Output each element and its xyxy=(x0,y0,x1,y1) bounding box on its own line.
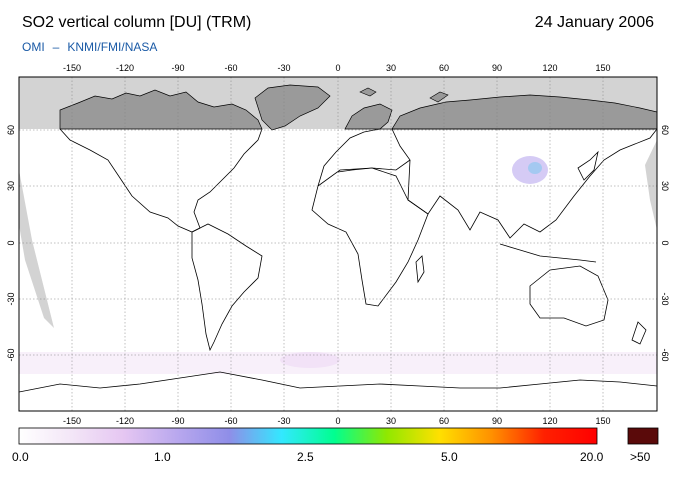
map-frame xyxy=(18,76,658,412)
australia xyxy=(529,265,609,327)
map-subtitle: OMI – KNMI/FMI/NASA xyxy=(22,40,157,54)
swath-gap-west xyxy=(19,170,54,328)
subtitle-separator: – xyxy=(52,40,60,54)
lon-tick-top: 60 xyxy=(439,63,449,73)
lon-ticks-bottom: -150 -120 -90 -60 -30 0 30 60 90 120 150 xyxy=(63,416,611,426)
lon-tick-top: 150 xyxy=(595,63,610,73)
lat-tick-right: 60 xyxy=(660,125,670,135)
svalbard xyxy=(359,87,377,97)
map-date: 24 January 2006 xyxy=(534,14,654,31)
greenland xyxy=(254,84,331,131)
lon-tick-bottom: -60 xyxy=(224,416,237,426)
madagascar xyxy=(415,255,425,284)
swath-gap-east xyxy=(645,140,657,230)
colorbar-label: 1.0 xyxy=(154,450,171,464)
lon-ticks-top: -150 -120 -90 -60 -30 0 30 60 90 120 150 xyxy=(63,63,611,73)
lon-tick-top: 0 xyxy=(335,63,340,73)
lon-tick-bottom: 30 xyxy=(386,416,396,426)
lon-tick-bottom: 120 xyxy=(542,416,557,426)
lon-tick-bottom: -150 xyxy=(63,416,81,426)
lat-ticks-left: 60 30 0 -30 -60 xyxy=(6,125,16,362)
colorbar-label: 5.0 xyxy=(441,450,458,464)
south-america xyxy=(191,223,263,352)
lon-tick-top: -30 xyxy=(277,63,290,73)
lon-tick-top: 30 xyxy=(386,63,396,73)
lat-tick-right: -60 xyxy=(660,348,670,361)
map-title: SO2 vertical column [DU] (TRM) xyxy=(22,14,252,31)
so2-core-east-asia xyxy=(528,162,542,174)
lat-tick-left: 30 xyxy=(6,181,16,191)
lat-tick-right: -30 xyxy=(660,292,670,305)
lon-tick-top: -90 xyxy=(171,63,184,73)
colorbar-label: 2.5 xyxy=(297,450,314,464)
colorbar-overflow-swatch xyxy=(627,427,659,445)
lat-tick-left: -30 xyxy=(6,292,16,305)
new-zealand xyxy=(631,321,647,345)
lon-tick-top: -120 xyxy=(116,63,134,73)
lon-tick-top: 120 xyxy=(542,63,557,73)
lat-tick-left: 60 xyxy=(6,125,16,135)
instrument-label: OMI xyxy=(22,40,45,54)
lon-tick-bottom: 90 xyxy=(492,416,502,426)
lon-tick-top: 90 xyxy=(492,63,502,73)
colorbar-label: 0.0 xyxy=(12,450,29,464)
lat-tick-left: 0 xyxy=(6,240,16,245)
japan xyxy=(577,150,599,181)
asia xyxy=(392,128,657,239)
lon-tick-bottom: -120 xyxy=(116,416,134,426)
map-gridlines xyxy=(19,77,657,411)
lon-tick-bottom: 0 xyxy=(335,416,340,426)
lat-ticks-right: 60 30 0 -30 -60 xyxy=(660,125,670,362)
lon-tick-bottom: -90 xyxy=(171,416,184,426)
lat-tick-left: -60 xyxy=(6,348,16,361)
africa xyxy=(311,167,429,307)
scandinavia-arctic xyxy=(344,103,393,130)
lon-tick-bottom: 150 xyxy=(595,416,610,426)
eurasia-arctic xyxy=(391,94,657,130)
novaya-zemlya xyxy=(429,91,449,103)
lat-tick-right: 30 xyxy=(660,181,670,191)
lon-tick-top: -60 xyxy=(224,63,237,73)
antarctica xyxy=(19,371,657,393)
colorbar-label: 20.0 xyxy=(580,450,604,464)
colorbar-overflow-label: >50 xyxy=(630,450,651,464)
provider-label: KNMI/FMI/NASA xyxy=(67,40,158,54)
lon-tick-top: -150 xyxy=(63,63,81,73)
southern-noise-band xyxy=(19,352,657,374)
lat-tick-right: 0 xyxy=(660,240,670,245)
north-america-arctic xyxy=(59,89,263,130)
colorbar-gradient xyxy=(18,427,598,445)
lon-tick-bottom: -30 xyxy=(277,416,290,426)
lon-tick-bottom: 60 xyxy=(439,416,449,426)
